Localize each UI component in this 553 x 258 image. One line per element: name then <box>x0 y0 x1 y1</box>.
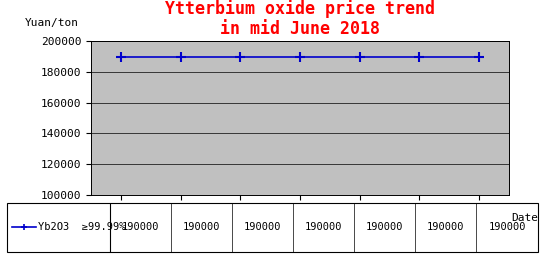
Text: Yb2O3  ≥99.99%: Yb2O3 ≥99.99% <box>39 222 126 232</box>
Text: Date: Date <box>512 213 539 223</box>
Text: 190000: 190000 <box>122 222 159 232</box>
Text: 190000: 190000 <box>305 222 343 232</box>
FancyBboxPatch shape <box>7 203 538 252</box>
Text: 190000: 190000 <box>244 222 281 232</box>
Title: Ytterbium oxide price trend
in mid June 2018: Ytterbium oxide price trend in mid June … <box>165 0 435 38</box>
Text: 190000: 190000 <box>366 222 404 232</box>
Text: Yuan/ton: Yuan/ton <box>25 18 79 28</box>
Text: 190000: 190000 <box>183 222 221 232</box>
Text: 190000: 190000 <box>427 222 465 232</box>
Text: 190000: 190000 <box>488 222 526 232</box>
